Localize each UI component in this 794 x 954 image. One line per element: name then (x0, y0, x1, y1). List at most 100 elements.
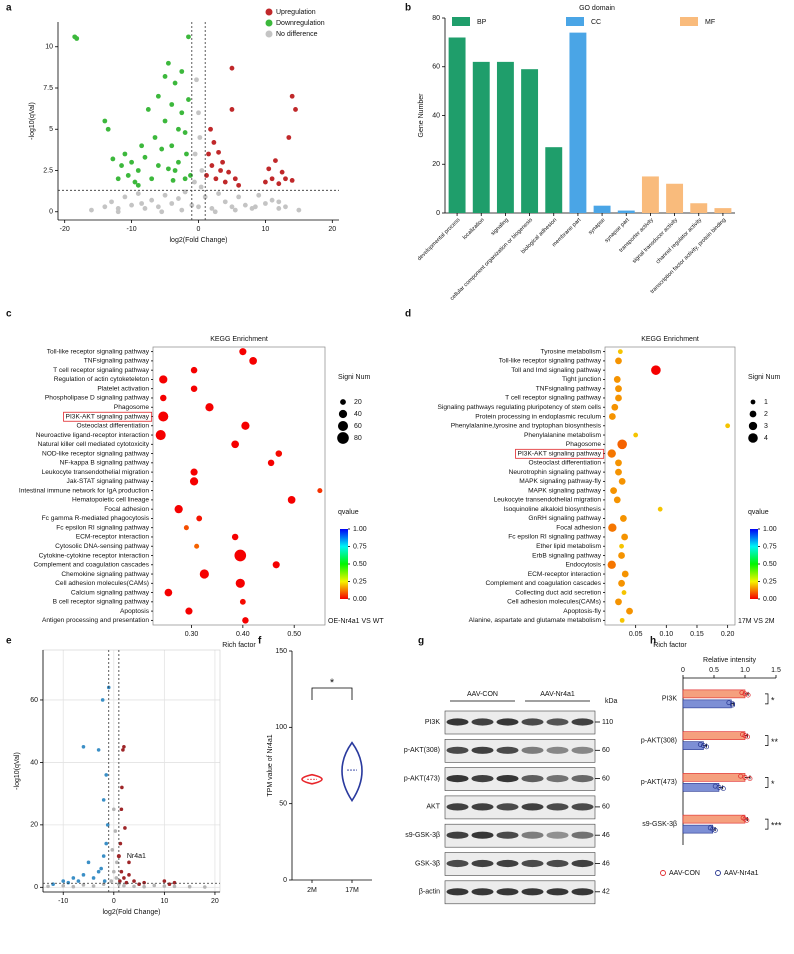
point (119, 869, 124, 874)
band (521, 803, 544, 811)
kda-label: 46 (602, 832, 610, 839)
band (496, 888, 519, 896)
point (172, 884, 177, 889)
y-tick-label: Regulation of actin cytoketeleton (54, 376, 150, 383)
dot (287, 496, 296, 504)
point (142, 206, 148, 211)
y-tick-label: Fc gamma R-mediated phagocytosis (42, 515, 150, 522)
colorbar-tick-label: 1.00 (353, 526, 367, 533)
dot (615, 357, 622, 365)
blot-frame (444, 795, 596, 820)
point (211, 140, 217, 145)
y-tick-label: p-AKT(308) (641, 737, 677, 744)
y-tick-label: Leukocyte transendothelial migration (494, 497, 602, 504)
panel-label: f (258, 636, 262, 647)
point (192, 179, 197, 185)
band (546, 775, 569, 783)
point (169, 102, 175, 107)
bar (593, 205, 611, 213)
band (496, 775, 519, 783)
y-tick-label: TNFsignaling pathway (536, 385, 602, 392)
blot-frame (444, 738, 596, 763)
band (521, 859, 544, 868)
highlight-box (515, 448, 605, 459)
y-tick-label: Apoptosis (120, 608, 150, 615)
band (571, 746, 594, 754)
point (46, 884, 50, 889)
point (740, 731, 745, 737)
point (159, 209, 165, 215)
point (121, 748, 125, 752)
dot (199, 569, 209, 579)
y-tick-label: NOD-like receptor signaling pathway (42, 450, 150, 457)
dot (194, 543, 200, 549)
colorbar-tick-label: 0.00 (763, 596, 777, 603)
dot (618, 477, 626, 485)
size-legend-marker (748, 421, 758, 431)
point (276, 199, 282, 205)
dot (657, 506, 663, 512)
legend-marker (660, 870, 666, 876)
point (203, 885, 207, 889)
point (155, 93, 161, 99)
dot (234, 549, 247, 562)
point (96, 748, 101, 752)
panel-label: e (6, 636, 12, 647)
blot-frame (444, 880, 596, 905)
highlight-point (116, 854, 121, 859)
point (113, 829, 118, 833)
dot (615, 394, 622, 402)
point (142, 880, 146, 885)
band (496, 746, 519, 754)
point (209, 206, 215, 211)
dot (608, 523, 617, 532)
x-tick-label: 0.5 (709, 667, 719, 674)
dot (158, 411, 169, 422)
point (216, 149, 221, 155)
dot (621, 570, 629, 578)
point (176, 196, 181, 201)
point (179, 110, 185, 116)
y-tick-label: Complement and coagulation cascades (486, 580, 602, 587)
y-tick-label: Collecting duct acid secretion (515, 589, 601, 596)
point (104, 841, 109, 846)
point (289, 178, 295, 183)
band (446, 831, 469, 839)
point (256, 192, 262, 198)
y-tick-label: Cell adhesion molecules(CAMs) (507, 599, 601, 606)
point (122, 745, 126, 749)
chart-title: KEGG Enrichment (210, 336, 268, 343)
y-tick-label: 0 (34, 884, 38, 891)
size-legend-marker (748, 433, 758, 443)
dot (651, 365, 661, 375)
y-tick-label: 50 (279, 801, 287, 808)
colorbar-tick-label: 0.25 (763, 578, 777, 585)
point (192, 151, 198, 157)
blot-frame (444, 710, 596, 735)
point (124, 880, 129, 885)
y-tick-label: Neurotrophin signaling pathway (509, 469, 602, 476)
x-tick-label: 0 (197, 226, 201, 233)
point (149, 176, 155, 182)
row-label: β-actin (419, 889, 440, 896)
band (446, 718, 469, 726)
band (521, 831, 544, 839)
y-tick-label: MAPK signaling pathway (528, 487, 602, 494)
point (252, 204, 258, 210)
panel-label: c (6, 309, 12, 320)
point (229, 204, 235, 210)
point (91, 884, 96, 888)
x-axis-label: Rich factor (653, 642, 687, 649)
y-axis-label: -log10(qVal) (14, 752, 21, 790)
point (123, 826, 127, 830)
point (745, 734, 750, 740)
point (712, 827, 718, 833)
y-tick-label: Apoptosis-fly (563, 608, 601, 615)
bar (714, 208, 732, 213)
band (546, 718, 569, 726)
point (102, 879, 107, 883)
point (125, 173, 131, 178)
bar (472, 61, 490, 213)
row-label: PI3K (425, 719, 441, 726)
y-tick-label: Platelet activation (97, 385, 149, 392)
